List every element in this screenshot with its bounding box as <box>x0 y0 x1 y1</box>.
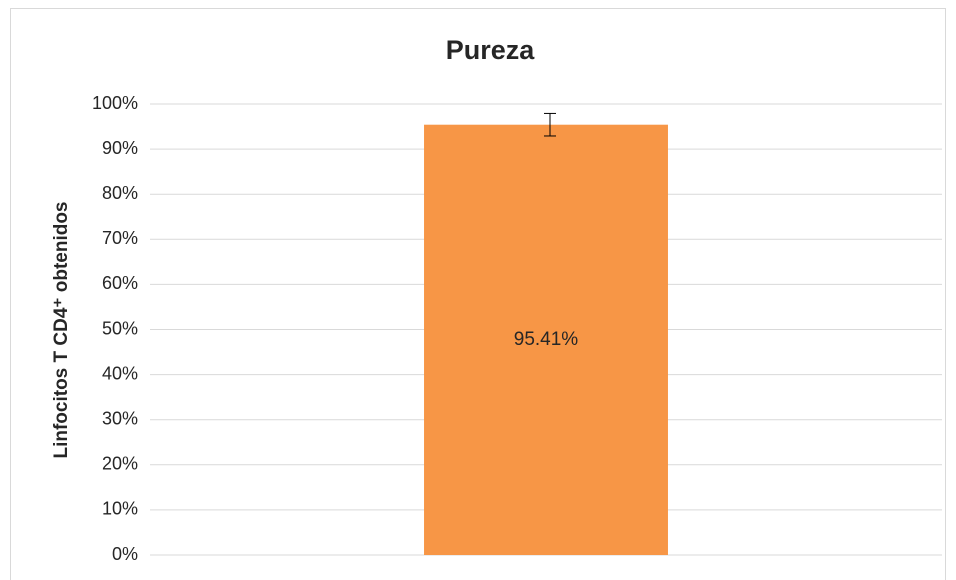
y-tick-label: 60% <box>102 273 138 293</box>
y-tick-label: 10% <box>102 499 138 519</box>
y-tick-label: 20% <box>102 454 138 474</box>
y-tick-label: 100% <box>92 93 138 113</box>
y-tick-label: 0% <box>112 544 138 564</box>
y-tick-label: 80% <box>102 183 138 203</box>
y-axis-label: Linfocitos T CD4⁺ obtenidos <box>51 201 72 458</box>
y-tick-label: 70% <box>102 228 138 248</box>
y-tick-label: 50% <box>102 318 138 338</box>
data-label: 95.41% <box>514 329 579 350</box>
error-bar <box>544 112 556 137</box>
y-tick-label: 30% <box>102 408 138 428</box>
y-tick-label: 40% <box>102 363 138 383</box>
chart-title: Pureza <box>446 35 536 65</box>
bar <box>424 124 668 555</box>
y-tick-label: 90% <box>102 138 138 158</box>
